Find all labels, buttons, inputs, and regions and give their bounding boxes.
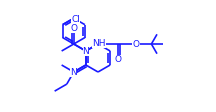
Text: O: O (133, 40, 140, 48)
Text: O: O (115, 55, 122, 64)
Text: NH: NH (92, 39, 106, 47)
Text: N: N (70, 68, 77, 76)
Text: O: O (70, 24, 77, 33)
Text: Cl: Cl (71, 15, 80, 24)
Text: N: N (83, 46, 89, 56)
